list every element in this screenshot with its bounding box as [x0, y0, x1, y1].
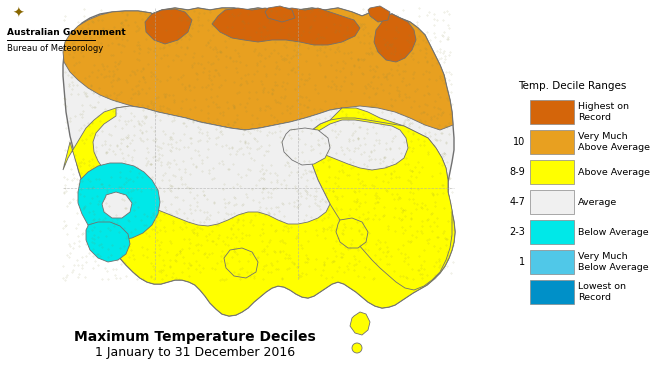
Polygon shape — [282, 128, 330, 165]
Polygon shape — [63, 8, 453, 130]
Text: Bureau of Meteorology: Bureau of Meteorology — [7, 44, 103, 53]
Text: Very Much
Above Average: Very Much Above Average — [578, 132, 650, 152]
Polygon shape — [102, 192, 132, 218]
Text: Average: Average — [578, 198, 618, 206]
Polygon shape — [212, 8, 360, 45]
Bar — [530, 250, 574, 274]
Bar — [530, 100, 574, 124]
Text: 4-7: 4-7 — [509, 197, 525, 207]
Polygon shape — [63, 8, 455, 316]
Polygon shape — [308, 120, 408, 170]
Polygon shape — [63, 106, 455, 316]
Polygon shape — [224, 248, 258, 278]
Polygon shape — [86, 222, 130, 262]
Text: Temp. Decile Ranges: Temp. Decile Ranges — [518, 81, 626, 91]
Bar — [530, 280, 574, 304]
Text: 10: 10 — [513, 137, 525, 147]
Bar — [530, 190, 574, 214]
Polygon shape — [145, 9, 192, 44]
Text: 2-3: 2-3 — [509, 227, 525, 237]
Polygon shape — [374, 14, 416, 62]
Polygon shape — [93, 106, 342, 226]
Polygon shape — [308, 118, 452, 290]
Polygon shape — [368, 6, 390, 22]
Polygon shape — [350, 312, 370, 335]
Text: Australian Government: Australian Government — [7, 28, 126, 37]
Polygon shape — [336, 218, 368, 248]
Text: Highest on
Record: Highest on Record — [578, 102, 629, 122]
Text: Below Average: Below Average — [578, 228, 648, 237]
Text: 1 January to 31 December 2016: 1 January to 31 December 2016 — [95, 346, 295, 359]
Text: Very Much
Below Average: Very Much Below Average — [578, 252, 648, 272]
Text: ✦: ✦ — [12, 7, 24, 21]
Bar — [530, 160, 574, 184]
Polygon shape — [265, 6, 295, 22]
Text: Lowest on
Record: Lowest on Record — [578, 282, 626, 302]
Text: 1: 1 — [519, 257, 525, 267]
Polygon shape — [78, 163, 160, 240]
Bar — [530, 220, 574, 244]
Bar — [530, 130, 574, 154]
Text: Above Average: Above Average — [578, 167, 650, 176]
Text: Maximum Temperature Deciles: Maximum Temperature Deciles — [74, 330, 316, 344]
Circle shape — [352, 343, 362, 353]
Text: 8-9: 8-9 — [509, 167, 525, 177]
